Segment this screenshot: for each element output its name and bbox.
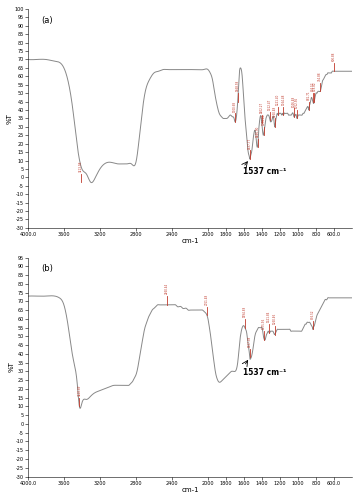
Text: 1376.46: 1376.46: [262, 114, 266, 125]
X-axis label: cm-1: cm-1: [181, 238, 199, 244]
Text: 1700.68: 1700.68: [233, 100, 237, 112]
Text: 1312.47: 1312.47: [268, 98, 272, 110]
Text: 1537 cm⁻¹: 1537 cm⁻¹: [243, 368, 287, 377]
Text: (a): (a): [41, 16, 52, 24]
Text: 1537.38: 1537.38: [248, 336, 252, 347]
Text: 2460.44: 2460.44: [164, 283, 169, 294]
Text: 1260.48: 1260.48: [272, 106, 277, 117]
Text: 600.88: 600.88: [332, 52, 336, 61]
Text: 836.52: 836.52: [311, 310, 315, 319]
Text: 1668.58: 1668.58: [236, 80, 240, 92]
Y-axis label: %T: %T: [7, 113, 13, 124]
Text: 2011.48: 2011.48: [205, 294, 209, 305]
Text: 836.52: 836.52: [311, 82, 315, 92]
Text: 881.71: 881.71: [307, 90, 311, 100]
Text: 1537 cm⁻¹: 1537 cm⁻¹: [243, 167, 286, 176]
Text: 3428.89: 3428.89: [78, 384, 81, 396]
Text: 1046.48: 1046.48: [292, 96, 296, 106]
Text: 1221.40: 1221.40: [276, 94, 280, 105]
Text: 1402.27: 1402.27: [260, 102, 264, 114]
Text: 1375.96: 1375.96: [262, 318, 266, 330]
X-axis label: cm-1: cm-1: [181, 487, 199, 493]
Text: 1537.77: 1537.77: [248, 138, 252, 148]
Text: 3413.98: 3413.98: [79, 161, 83, 172]
Text: 819.82: 819.82: [312, 82, 316, 92]
Text: 1321.84: 1321.84: [267, 311, 271, 322]
Text: 1594.88: 1594.88: [243, 306, 247, 317]
Text: 1446.90: 1446.90: [256, 126, 260, 137]
Text: 1260.46: 1260.46: [272, 313, 277, 324]
Text: (b): (b): [41, 264, 53, 273]
Text: 1164.48: 1164.48: [281, 94, 285, 105]
Text: 754.88: 754.88: [318, 72, 322, 82]
Text: 1012.56: 1012.56: [295, 97, 299, 108]
Y-axis label: %T: %T: [8, 362, 14, 372]
